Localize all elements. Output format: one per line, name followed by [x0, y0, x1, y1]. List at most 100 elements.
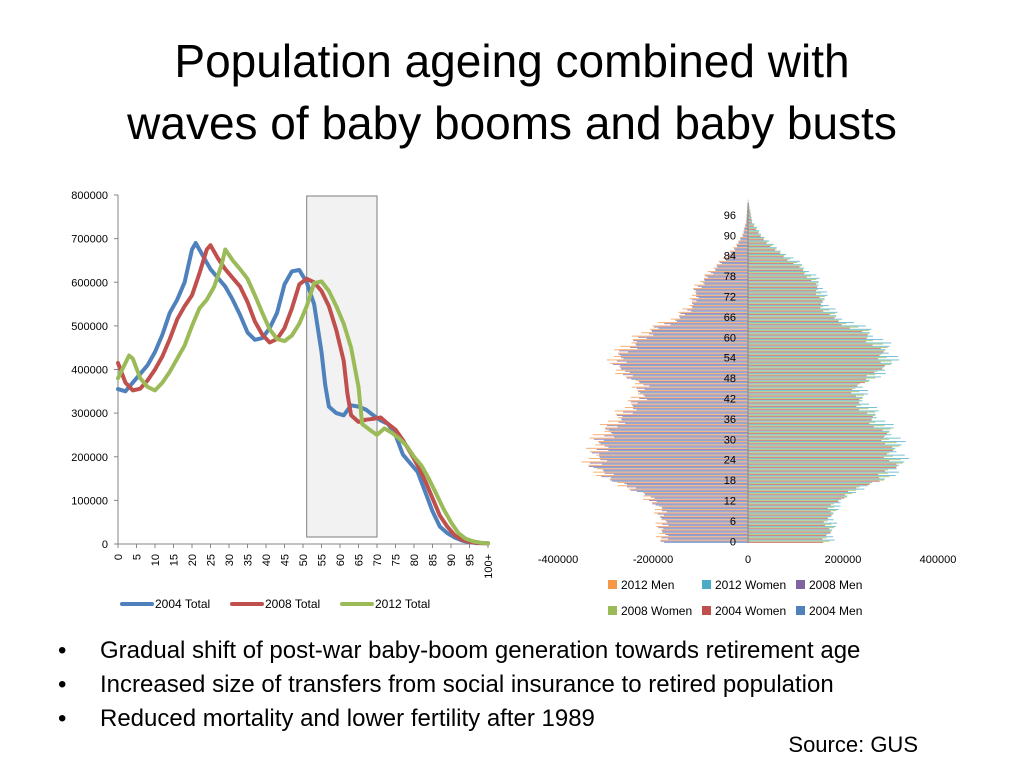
age-tick-label: 78 [724, 271, 736, 283]
pyramid-bar-men [651, 502, 748, 504]
pyramid-bar-women [748, 240, 770, 242]
pyramid-bar-men [634, 383, 748, 385]
pyramid-bar-men [658, 527, 748, 529]
pyramid-bar-women [748, 410, 879, 412]
legend-swatch [702, 606, 711, 615]
pyramid-bar-women [748, 399, 860, 401]
pyramid-bar-women [748, 329, 869, 331]
pyramid-bar-women [748, 212, 751, 214]
pyramid-bar-women [748, 220, 753, 222]
pyramid-bar-men [737, 246, 748, 248]
pyramid-bar-men [618, 417, 748, 419]
pyramid-bar-women [748, 522, 838, 524]
pyramid-bar-women [748, 451, 897, 453]
legend-swatch [608, 606, 617, 615]
age-tick-label: 90 [724, 230, 736, 242]
pyramid-bar-men [608, 420, 748, 422]
pyramid-bar-men [600, 459, 748, 461]
pyramid-bar-women [748, 311, 838, 313]
pyramid-bar-women [748, 274, 817, 276]
pyramid-bar-women [748, 292, 822, 294]
pyramid-bar-women [748, 301, 824, 303]
pyramid-bar-men [742, 233, 748, 235]
pyramid-bar-men [696, 293, 748, 295]
pyramid-bar-men [738, 241, 748, 243]
pyramid-bar-women [748, 360, 892, 362]
pyramid-bar-women [748, 233, 761, 235]
pyramid-bar-men [591, 452, 748, 454]
pyramid-bar-women [748, 342, 892, 344]
pyramid-bar-women [748, 255, 785, 257]
pyramid-bar-women [748, 378, 867, 380]
pyramid-bar-men [707, 271, 748, 273]
pyramid-bar-men [704, 274, 748, 276]
x-tick-label: 20 [187, 554, 199, 566]
pyramid-bar-women [748, 421, 876, 423]
x-tick-label: 80 [409, 554, 421, 566]
pyramid-bar-men [596, 448, 748, 450]
pyramid-bar-men [727, 254, 748, 256]
title-line-2: waves of baby booms and baby busts [127, 97, 897, 149]
pyramid-bar-men [656, 526, 748, 528]
pyramid-bar-women [748, 204, 750, 206]
pyramid-bar-men [742, 235, 748, 237]
pyramid-bar-men [617, 426, 748, 428]
pyramid-bar-men [637, 393, 748, 395]
pyramid-bar-women [748, 318, 843, 320]
pyramid-bar-men [655, 522, 748, 524]
pyramid-bar-men [670, 318, 748, 320]
pyramid-bar-women [748, 499, 839, 501]
pyramid-bar-men [670, 324, 748, 326]
pyramid-bar-men [589, 451, 748, 453]
y-tick-label: 800000 [71, 190, 108, 202]
pyramid-bar-men [602, 469, 748, 471]
x-tick-label: 45 [280, 554, 292, 566]
pyramid-bar-men [626, 376, 748, 378]
pyramid-bar-men [620, 345, 748, 347]
pyramid-bar-men [600, 424, 748, 426]
pyramid-bar-men [632, 408, 748, 410]
y-tick-label: 500000 [71, 321, 108, 333]
pyramid-bar-men [600, 443, 748, 445]
pyramid-bar-men [626, 484, 748, 486]
pyramid-bar-men [744, 226, 748, 228]
pyramid-bar-men [610, 479, 748, 481]
pyramid-bar-men [608, 429, 748, 431]
pyramid-bar-women [748, 306, 824, 308]
legend-label: 2012 Total [375, 597, 430, 611]
pyramid-bar-men [707, 276, 748, 278]
pyramid-bar-women [748, 213, 752, 215]
pyramid-bar-men [585, 447, 748, 449]
pyramid-bar-women [748, 223, 755, 225]
pyramid-bar-men [696, 295, 748, 297]
pyramid-bar-women [748, 302, 822, 304]
pyramid-bar-women [748, 426, 874, 428]
pyramid-bar-women [748, 346, 888, 348]
pyramid-bar-men [637, 390, 748, 392]
pyramid-bar-men [698, 297, 748, 299]
pyramid-bar-men [615, 413, 748, 415]
pyramid-bar-men [643, 495, 748, 497]
bullet-item: Increased size of transfers from social … [58, 668, 860, 702]
pyramid-bar-men [616, 360, 748, 362]
pyramid-bar-women [748, 464, 899, 466]
legend-swatch [796, 580, 805, 589]
pyramid-bar-women [748, 235, 761, 237]
pyramid-bar-men [740, 238, 748, 240]
pyramid-bar-women [748, 515, 832, 517]
pyramid-bar-women [748, 316, 837, 318]
pyramid-bar-women [748, 295, 825, 297]
pyramid-bar-women [748, 286, 818, 288]
pyramid-bar-women [748, 222, 752, 224]
pyramid-bar-women [748, 471, 900, 473]
pyramid-bar-men [725, 259, 748, 261]
pyramid-bar-women [748, 468, 897, 470]
pyramid-bar-men [738, 240, 748, 242]
x-tick-label: 400000 [920, 554, 957, 566]
x-tick-label: 95 [465, 554, 477, 566]
pyramid-bar-men [613, 473, 748, 475]
x-tick-label: 30 [224, 554, 236, 566]
pyramid-bar-women [748, 326, 859, 328]
age-tick-label: 24 [724, 455, 736, 467]
pyramid-bar-men [630, 401, 748, 403]
